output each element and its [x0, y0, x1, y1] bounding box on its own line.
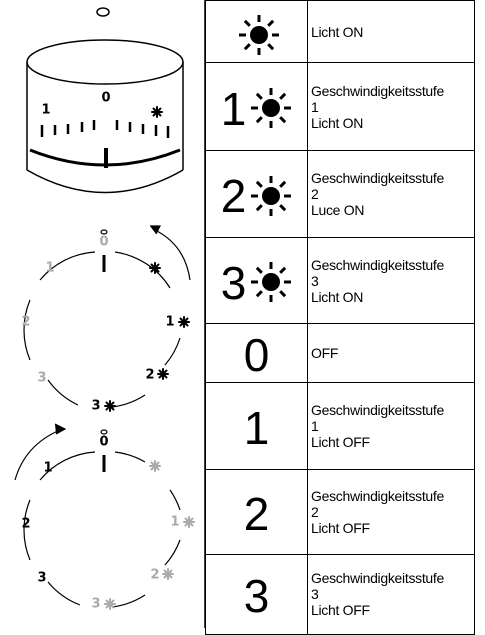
text: 2 [311, 503, 319, 520]
dial-off [14, 423, 181, 608]
symbol-cell: 0 [205, 323, 308, 383]
text: 1 [311, 417, 319, 434]
text-cell: Licht ON [307, 0, 475, 63]
table: Licht ON 1 Geschwindigkeitsstufe 1 Licht O… [205, 0, 475, 635]
dial-label: 3 [91, 597, 100, 612]
row: 2 Geschwindigkeitsstufe 2 Luce ON [205, 150, 475, 238]
dial-label: 2 [145, 368, 154, 383]
symbol-cell: 2 [205, 468, 308, 555]
text: 3 [311, 586, 319, 603]
text: Geschwindigkeitsstufe [311, 487, 444, 504]
sun-part [256, 204, 264, 212]
sun-part [256, 93, 264, 101]
sun-part [262, 99, 281, 118]
sun-part [256, 290, 264, 298]
text: Licht ON [311, 288, 364, 305]
sun-part [243, 43, 251, 51]
sun-part [243, 20, 251, 28]
text: Licht OFF [311, 602, 370, 619]
text: Geschwindigkeitsstufe [311, 570, 444, 587]
dial-label: 0 [99, 435, 108, 450]
symbol-cell: 1 [205, 62, 308, 151]
dial-label: 0 [99, 235, 108, 250]
sun-icon [251, 88, 292, 129]
text: Licht OFF [311, 433, 370, 450]
symbol: 3 [220, 256, 247, 309]
dial-label: 2 [21, 517, 30, 532]
text-cell: Geschwindigkeitsstufe 2 Licht OFF [307, 468, 475, 555]
knob [26, 7, 184, 194]
sun-part [262, 186, 281, 205]
dial-label: 2 [150, 568, 159, 583]
symbol-cell [205, 0, 308, 63]
dial-label: 1 [43, 461, 52, 476]
knob-label: 0 [101, 91, 110, 106]
sun-part [256, 267, 264, 275]
sun-part [279, 204, 287, 212]
row: Licht ON [205, 0, 475, 63]
text: 2 [311, 186, 319, 202]
sun-icon [238, 15, 279, 56]
symbol-cell: 1 [205, 381, 308, 470]
sun-part [262, 273, 281, 292]
text: Luce ON [311, 202, 365, 218]
row: 2 Geschwindigkeitsstufe 2 Licht OFF [205, 468, 475, 555]
symbol: 2 [243, 487, 270, 540]
row: 1 Geschwindigkeitsstufe 1 Licht ON [205, 62, 475, 151]
sun-part [279, 116, 287, 124]
sun-part [279, 290, 287, 298]
row: 3 Geschwindigkeitsstufe 3 Licht ON [205, 237, 475, 324]
dial-label: 3 [37, 371, 46, 386]
dial-label: 1 [165, 315, 174, 330]
dial-label: 3 [91, 399, 100, 414]
symbol: 0 [243, 328, 270, 381]
symbol: 3 [243, 570, 270, 623]
sun-part [256, 180, 264, 188]
illustrations: 1 0 0 1 2 3 3 2 1 0 1 2 3 3 2 1 [14, 0, 205, 628]
text-cell: OFF [307, 323, 475, 383]
symbol: 1 [243, 401, 270, 454]
sun-part [249, 26, 268, 45]
text-cell: Geschwindigkeitsstufe 3 Licht OFF [307, 553, 475, 635]
sun-part [279, 93, 287, 101]
text: OFF [311, 344, 339, 361]
text-cell: Geschwindigkeitsstufe 2 Luce ON [307, 150, 475, 238]
text-cell: Geschwindigkeitsstufe 1 Licht OFF [307, 381, 475, 470]
text: 1 [311, 98, 319, 115]
text: Licht OFF [311, 519, 370, 536]
sun-icon [251, 175, 292, 216]
text: Licht ON [311, 114, 364, 131]
sun-icon [251, 262, 292, 303]
dial-label: 3 [37, 571, 46, 586]
sun-part [266, 20, 274, 28]
dial-light [23, 225, 191, 408]
sun-part [279, 267, 287, 275]
sun-part [279, 180, 287, 188]
symbol-cell: 3 [205, 553, 308, 635]
text: Licht ON [311, 23, 364, 40]
text: Geschwindigkeitsstufe [311, 256, 444, 273]
dial-label: 1 [170, 515, 179, 530]
symbol: 1 [220, 82, 247, 135]
symbol: 2 [220, 169, 247, 222]
text-cell: Geschwindigkeitsstufe 1 Licht ON [307, 62, 475, 151]
symbol-cell: 3 [205, 237, 308, 324]
knob-label: 1 [41, 103, 50, 118]
row: 1 Geschwindigkeitsstufe 1 Licht OFF [205, 381, 475, 470]
dial-label: 2 [21, 315, 30, 330]
sun-part [256, 116, 264, 124]
text: Geschwindigkeitsstufe [311, 82, 444, 99]
symbol-cell: 2 [205, 150, 308, 238]
dial-label: 1 [45, 261, 54, 276]
text: 3 [311, 272, 319, 289]
text-cell: Geschwindigkeitsstufe 3 Licht ON [307, 237, 475, 324]
row: 0 OFF [205, 323, 475, 383]
text: Geschwindigkeitsstufe [311, 170, 444, 186]
row: 3 Geschwindigkeitsstufe 3 Licht OFF [205, 553, 475, 635]
sun-part [266, 43, 274, 51]
text: Geschwindigkeitsstufe [311, 401, 444, 418]
